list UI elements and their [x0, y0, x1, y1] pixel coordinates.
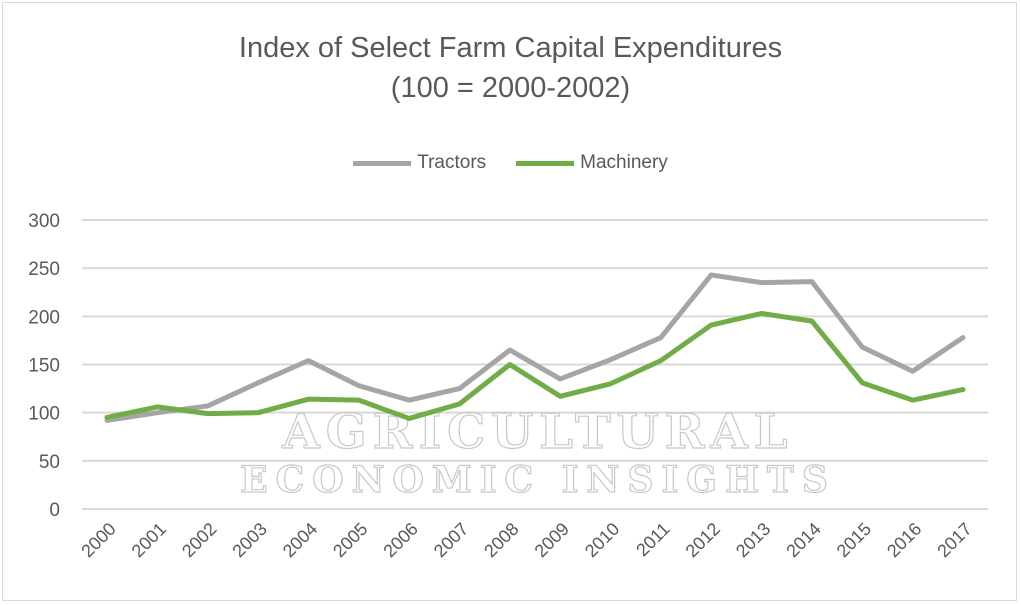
y-tick-label: 0: [49, 500, 60, 521]
x-tick-label: 2010: [581, 519, 623, 561]
legend-label-tractors: Tractors: [417, 152, 487, 173]
y-tick-label: 300: [28, 211, 60, 232]
legend-label-machinery: Machinery: [580, 152, 668, 173]
x-tick-label: 2011: [632, 519, 674, 561]
x-tick-label: 2012: [682, 519, 724, 561]
series-line-machinery: [104, 310, 966, 421]
subtitle-line: (100 = 2000-2002): [390, 72, 631, 104]
x-tick-label: 2017: [933, 519, 975, 561]
x-tick-label: 2014: [782, 519, 824, 561]
x-tick-label: 2016: [883, 519, 925, 561]
x-tick-label: 2003: [228, 519, 270, 561]
y-tick-label: 150: [28, 356, 60, 377]
watermark-text: ECONOMIC INSIGHTS: [240, 459, 836, 501]
x-tick-label: 2008: [480, 519, 522, 561]
y-tick-label: 100: [28, 404, 60, 425]
chart-title: Index of Select Farm Capital Expenditure…: [0, 28, 1021, 108]
y-tick-label: 200: [28, 307, 60, 328]
x-tick-label: 2005: [329, 519, 371, 561]
x-tick-label: 2015: [833, 519, 875, 561]
x-tick-label: 2000: [77, 519, 119, 561]
legend-item-tractors: Tractors: [353, 152, 486, 174]
x-tick-label: 2006: [379, 519, 421, 561]
watermark-text: AGRICULTURAL: [282, 404, 794, 460]
x-tick-label: 2009: [531, 519, 573, 561]
legend: Tractors Machinery: [0, 152, 1021, 174]
legend-swatch-machinery: [516, 160, 575, 166]
legend-item-machinery: Machinery: [516, 152, 668, 174]
x-tick-label: 2002: [178, 519, 220, 561]
x-tick-label: 2004: [279, 519, 321, 561]
y-tick-label: 50: [39, 452, 60, 473]
y-tick-label: 250: [28, 259, 60, 280]
title-line: Index of Select Farm Capital Expenditure…: [238, 32, 783, 64]
legend-swatch-tractors: [353, 160, 412, 166]
x-tick-label: 2013: [732, 519, 774, 561]
x-tick-label: 2007: [430, 519, 472, 561]
series-line-tractors: [104, 272, 966, 423]
x-tick-label: 2001: [128, 519, 170, 561]
